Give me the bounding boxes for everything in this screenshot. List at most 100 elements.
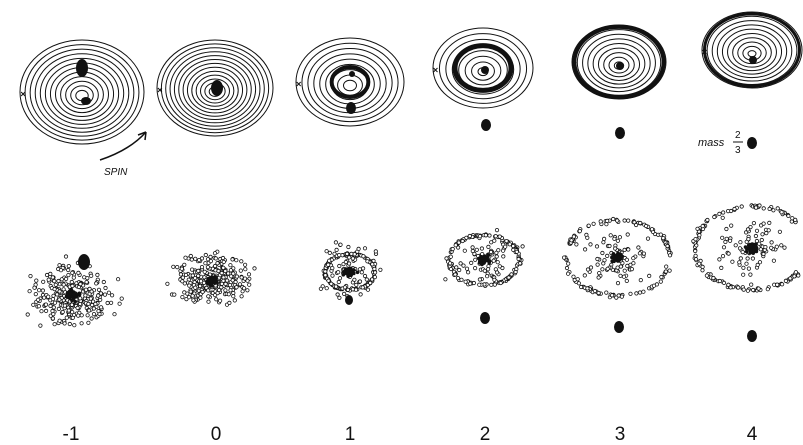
- particle: [94, 281, 99, 286]
- particle: [89, 289, 94, 294]
- particle: [214, 297, 219, 302]
- particle: [492, 282, 497, 287]
- contour-line: [438, 33, 528, 104]
- particle: [203, 252, 208, 258]
- particle: [744, 261, 749, 266]
- particle-cloud: [318, 240, 383, 305]
- particle: [175, 264, 180, 270]
- particle: [165, 281, 170, 286]
- particle: [57, 289, 62, 294]
- particle: [48, 271, 53, 276]
- frame-label-2: 0: [211, 424, 222, 445]
- particle: [102, 292, 108, 297]
- particle: [333, 284, 339, 289]
- contour-line: [732, 37, 772, 68]
- particle: [757, 203, 762, 208]
- contour-line: [445, 38, 521, 100]
- particle: [180, 294, 185, 300]
- particle: [757, 241, 762, 246]
- particle-cloud: [691, 203, 801, 342]
- particle: [87, 308, 92, 313]
- particle: [183, 272, 189, 277]
- particle: [468, 281, 473, 286]
- particle: [378, 267, 383, 272]
- particle: [745, 256, 750, 261]
- particle-core: [345, 269, 349, 274]
- particle: [223, 268, 228, 274]
- spin-arrowhead: [137, 131, 147, 141]
- particle: [741, 272, 746, 277]
- particle: [507, 242, 512, 247]
- particle: [607, 243, 612, 249]
- particle: [448, 254, 453, 259]
- particle: [661, 236, 666, 241]
- particle: [775, 282, 780, 287]
- particle: [178, 272, 183, 277]
- contour-line: [721, 28, 783, 75]
- particle: [70, 315, 75, 320]
- particle: [619, 294, 625, 299]
- particle: [771, 208, 776, 213]
- contour-line: [603, 52, 635, 78]
- contour-line: [747, 50, 757, 58]
- particle: [605, 218, 610, 223]
- particle: [634, 291, 639, 296]
- particle: [448, 266, 454, 272]
- particle: [117, 301, 122, 306]
- particle: [633, 222, 639, 228]
- contour-line: [582, 33, 656, 93]
- particle: [79, 321, 84, 326]
- particle: [693, 248, 698, 254]
- particle: [230, 257, 235, 262]
- particle-core: [617, 255, 621, 260]
- particle: [726, 251, 731, 256]
- particle: [76, 270, 81, 275]
- particle: [604, 290, 609, 295]
- particle-core: [485, 258, 489, 262]
- particle: [504, 239, 509, 244]
- mass-blob: [616, 62, 624, 70]
- contour-line: [70, 85, 94, 106]
- particle: [721, 245, 727, 250]
- particle: [753, 233, 759, 239]
- particle: [364, 277, 369, 282]
- particle: [226, 292, 231, 297]
- particle: [361, 254, 366, 259]
- particle: [243, 267, 248, 272]
- particle: [243, 262, 248, 267]
- particle: [216, 268, 221, 274]
- particle: [58, 268, 64, 273]
- particle: [749, 282, 754, 287]
- particle: [39, 309, 44, 314]
- particle-cloud: [443, 228, 525, 324]
- particle: [33, 291, 38, 297]
- particle: [647, 273, 652, 278]
- particle: [51, 305, 56, 310]
- particle: [56, 306, 62, 311]
- particle-core: [744, 246, 749, 251]
- particle: [227, 300, 232, 305]
- particle: [82, 275, 87, 280]
- particle: [217, 287, 222, 293]
- contour-panel: [19, 39, 145, 145]
- particle: [96, 287, 102, 292]
- particle: [571, 234, 577, 239]
- particle: [326, 262, 331, 267]
- particle: [578, 284, 584, 290]
- particle: [720, 215, 725, 220]
- particle: [517, 261, 523, 266]
- particle: [223, 281, 228, 286]
- mass-blob: [78, 254, 90, 270]
- contour-line: [301, 42, 399, 123]
- particle: [96, 293, 101, 298]
- particle: [232, 298, 237, 303]
- particle: [172, 292, 177, 297]
- particle: [202, 269, 207, 274]
- particle: [43, 308, 49, 313]
- particle: [198, 279, 204, 284]
- particle: [337, 253, 342, 258]
- particle: [447, 261, 453, 266]
- mass-blob: [747, 137, 757, 149]
- particle: [721, 210, 726, 215]
